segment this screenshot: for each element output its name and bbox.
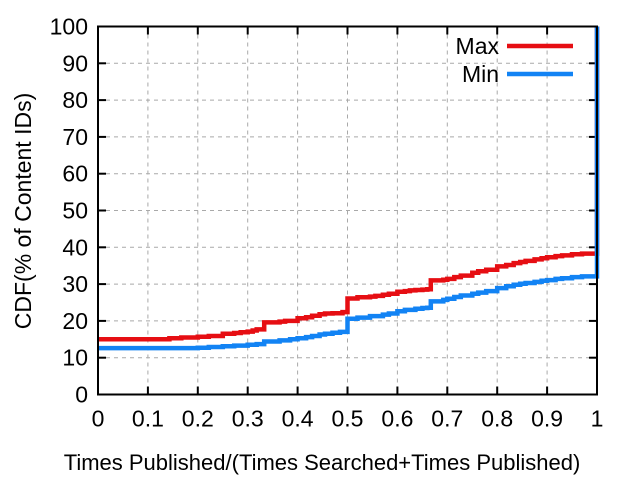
x-tick-label: 0	[92, 406, 105, 432]
legend-label-min: Min	[462, 61, 499, 87]
x-axis-tick-labels: 0 0.1 0.2 0.3 0.4 0.5 0.6 0.7 0.8 0.9 1	[92, 406, 604, 432]
x-tick-label: 0.1	[132, 406, 164, 432]
legend-entry-min: Min	[462, 61, 573, 87]
y-axis-tick-labels: 0 10 20 30 40 50 60 70 80 90 100	[50, 14, 88, 408]
x-tick-label: 0.9	[531, 406, 563, 432]
y-tick-label: 30	[62, 271, 88, 297]
y-tick-label: 40	[62, 234, 88, 260]
x-tick-label: 0.4	[282, 406, 314, 432]
max-series-line	[98, 26, 600, 342]
x-tick-label: 0.3	[232, 406, 264, 432]
plot-border	[97, 25, 598, 396]
y-axis-title: CDF(% of Content IDs)	[10, 93, 36, 329]
y-tick-label: 20	[62, 308, 88, 334]
x-tick-label: 0.5	[332, 406, 364, 432]
x-tick-label: 0.8	[481, 406, 513, 432]
y-tick-label: 80	[62, 87, 88, 113]
y-tick-label: 60	[62, 161, 88, 187]
y-tick-label: 50	[62, 198, 88, 224]
y-tick-label: 100	[50, 14, 88, 40]
y-tick-label: 90	[62, 50, 88, 76]
min-series-line	[98, 26, 600, 351]
x-tick-label: 0.6	[381, 406, 413, 432]
data-series	[98, 26, 600, 351]
x-tick-label: 0.2	[182, 406, 214, 432]
y-tick-label: 0	[75, 382, 88, 408]
y-tick-label: 70	[62, 124, 88, 150]
x-tick-label: 0.7	[431, 406, 463, 432]
x-tick-label: 1	[591, 406, 604, 432]
y-tick-label: 10	[62, 345, 88, 371]
grid-lines	[98, 26, 597, 395]
legend: Max Min	[456, 33, 573, 87]
legend-entry-max: Max	[456, 33, 573, 59]
x-axis-title: Times Published/(Times Searched+Times Pu…	[64, 450, 581, 475]
legend-label-max: Max	[456, 33, 500, 59]
